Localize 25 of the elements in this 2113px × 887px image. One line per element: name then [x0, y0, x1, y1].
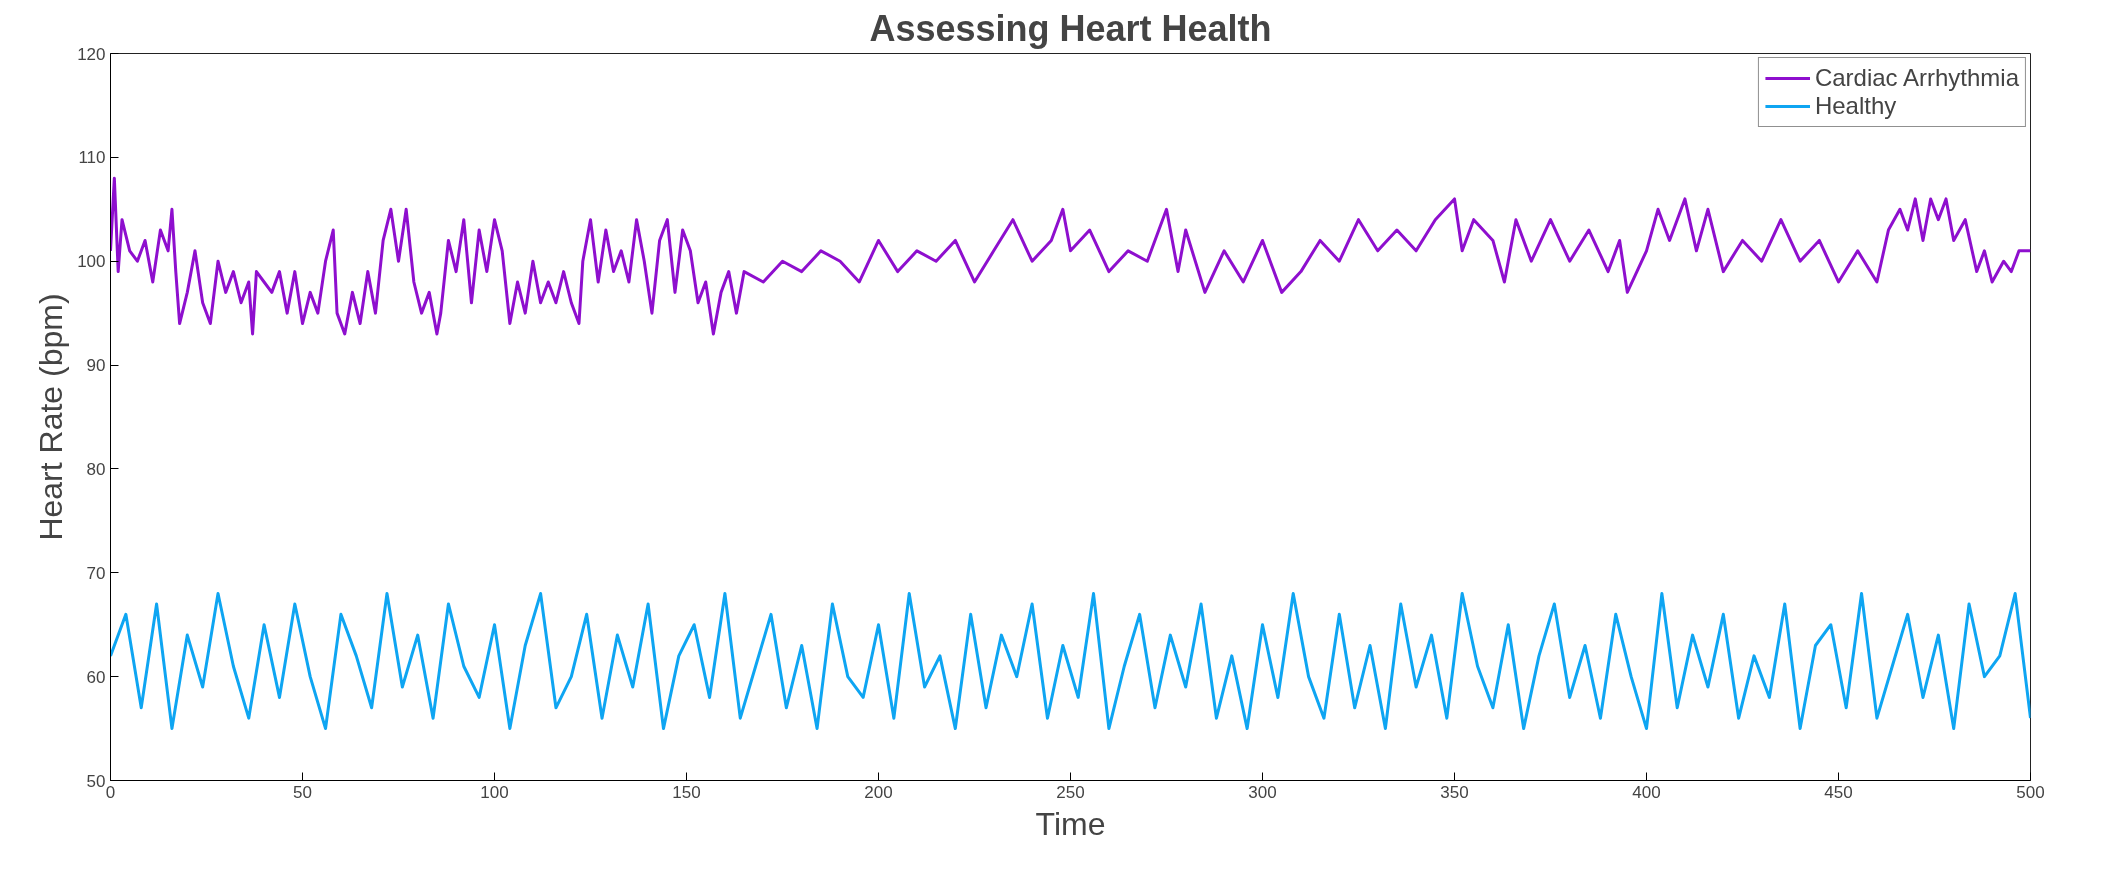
- x-axis-title: Time: [1035, 805, 1106, 842]
- y-tick-label: 120: [77, 44, 106, 64]
- x-tick-label: 100: [480, 782, 509, 802]
- legend-label: Healthy: [1814, 92, 1897, 120]
- y-tick-label: 110: [78, 148, 106, 168]
- x-tick-label: 400: [1632, 782, 1661, 802]
- x-tick-label: 350: [1440, 782, 1469, 802]
- x-tick-label: 0: [105, 782, 116, 802]
- x-tick-label: 500: [2016, 782, 2045, 802]
- x-tick-label: 50: [293, 782, 312, 802]
- x-tick-label: 450: [1824, 782, 1853, 802]
- y-axis-title: Heart Rate (bpm): [33, 293, 70, 541]
- x-tick-label: 150: [672, 782, 701, 802]
- x-tick-label: 300: [1248, 782, 1277, 802]
- legend-label: Cardiac Arrhythmia: [1814, 64, 2019, 92]
- chart-title: Assessing Heart Health: [869, 7, 1272, 49]
- y-tick-label: 100: [77, 252, 106, 272]
- x-tick-label: 250: [1056, 782, 1085, 802]
- y-tick-label: 60: [86, 667, 106, 687]
- line-series: [110, 176, 2031, 336]
- y-tick-label: 70: [86, 563, 106, 583]
- line-series: [110, 592, 2031, 731]
- y-tick-label: 80: [86, 459, 106, 479]
- y-tick-label: 90: [86, 356, 106, 376]
- x-tick-label: 200: [864, 782, 893, 802]
